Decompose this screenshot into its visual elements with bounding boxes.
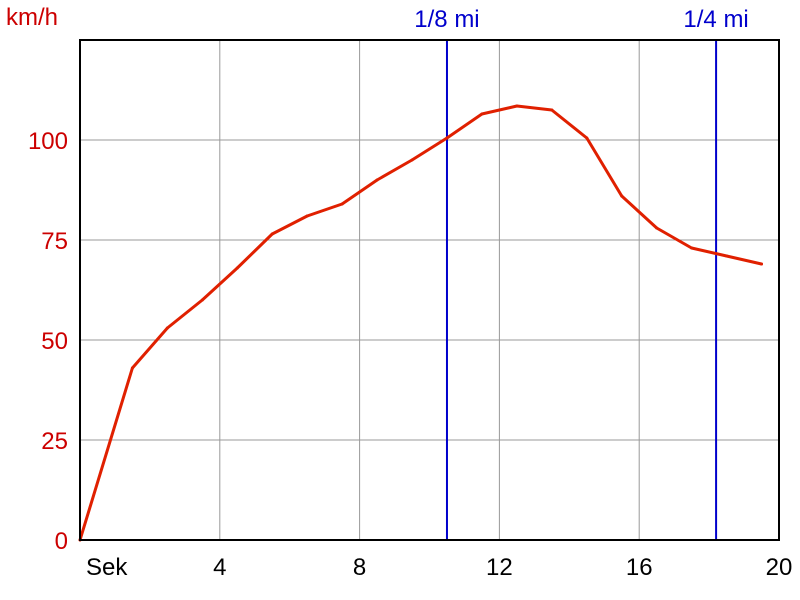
- data-point: [340, 202, 344, 206]
- data-point: [585, 136, 589, 140]
- y-tick-label: 50: [41, 328, 68, 355]
- data-point: [725, 254, 729, 258]
- y-tick-label: 100: [28, 128, 68, 155]
- x-tick-labels: 4 8 12 16 20: [213, 554, 792, 581]
- series-line-1: [78, 104, 763, 542]
- y-tick-label: 75: [41, 228, 68, 255]
- data-point: [130, 366, 134, 370]
- data-point: [620, 194, 624, 198]
- data-point: [410, 158, 414, 162]
- grid-lines: [80, 40, 779, 540]
- x-tick-label: 16: [626, 554, 653, 581]
- data-point: [655, 226, 659, 230]
- data-point: [200, 298, 204, 302]
- x-tick-label: 8: [353, 554, 366, 581]
- distance-marker-label-2: 1/4 mi: [683, 6, 748, 33]
- x-tick-label: 20: [766, 554, 793, 581]
- x-axis-label: Sek: [86, 554, 128, 581]
- data-point: [690, 246, 694, 250]
- y-tick-labels: 0 25 50 75 100: [28, 128, 68, 555]
- data-point: [270, 232, 274, 236]
- data-point: [445, 136, 449, 140]
- y-tick-label: 0: [55, 528, 68, 555]
- data-point: [515, 104, 519, 108]
- data-point: [550, 108, 554, 112]
- data-point: [480, 112, 484, 116]
- x-tick-label: 4: [213, 554, 226, 581]
- y-axis-label: km/h: [6, 4, 58, 31]
- plot-frame: [79, 39, 780, 541]
- data-point: [375, 178, 379, 182]
- series-layer: [78, 104, 764, 542]
- data-point: [165, 326, 169, 330]
- distance-markers: 1/8 mi 1/4 mi: [414, 6, 749, 540]
- y-tick-label: 25: [41, 428, 68, 455]
- data-point: [235, 266, 239, 270]
- data-point: [305, 214, 309, 218]
- x-tick-label: 12: [486, 554, 513, 581]
- distance-marker-label-1: 1/8 mi: [414, 6, 479, 33]
- data-point: [760, 262, 764, 266]
